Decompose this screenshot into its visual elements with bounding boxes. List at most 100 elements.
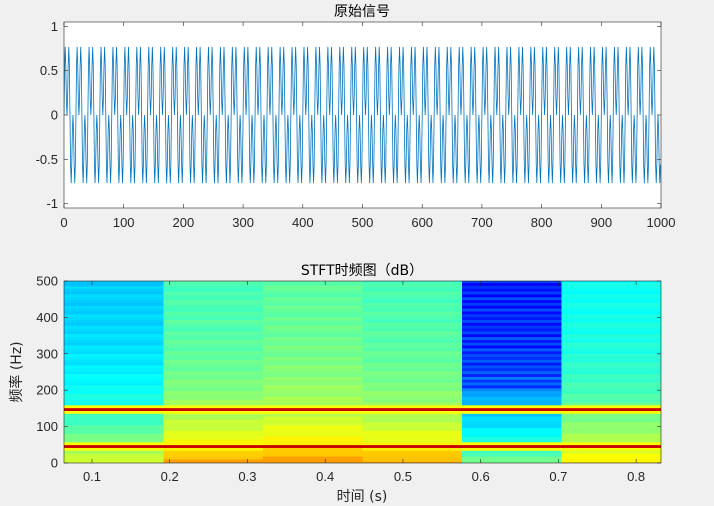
heatmap-cell (263, 453, 364, 457)
subplot-original-signal: 0 100 200 300 400 500 600 700 800 900 1000 1 0.5 0 -0.… (36, 4, 676, 230)
heatmap-cell (462, 416, 563, 420)
heatmap-cell (263, 333, 364, 338)
heatmap-cell (462, 319, 563, 323)
heatmap-cell (362, 319, 463, 323)
heatmap-cell (462, 450, 563, 454)
heatmap-cell (64, 438, 165, 443)
heatmap-cell (263, 376, 364, 380)
heatmap-cell (362, 359, 463, 363)
heatmap-cell (64, 390, 165, 394)
heatmap-cell (163, 296, 264, 301)
heatmap-cell (362, 282, 463, 286)
heatmap-cell (362, 288, 463, 292)
heatmap-cell (263, 427, 364, 431)
heatmap-cell (64, 282, 165, 286)
heatmap-cell (362, 370, 463, 375)
x-tick-label: 0.7 (549, 469, 567, 484)
heatmap-cell (462, 396, 563, 400)
heatmap-cell (64, 310, 165, 315)
x-tick-label: 0 (60, 215, 67, 230)
heatmap-cell (263, 373, 364, 377)
heatmap-cell (64, 339, 165, 343)
heatmap-cell (561, 381, 661, 386)
heatmap-cell (362, 450, 463, 454)
heatmap-cell (163, 461, 264, 463)
heatmap-cell (263, 288, 364, 292)
heatmap-cell (561, 461, 661, 463)
heatmap-cell (263, 285, 364, 289)
heatmap-cell (163, 458, 264, 463)
y-tick-label: 300 (36, 346, 58, 361)
y-tick-label: 1 (51, 19, 58, 34)
heatmap-cell (64, 322, 165, 326)
heatmap-cell (561, 418, 661, 423)
heatmap-cell (163, 410, 264, 414)
x-axis-label-2: 时间 (s) (337, 489, 388, 505)
heatmap-cell (163, 281, 264, 284)
x-tick-label: 700 (471, 215, 493, 230)
heatmap-cell (263, 421, 364, 426)
heatmap-cell (263, 313, 364, 318)
heatmap-cell (263, 381, 364, 386)
heatmap-cell (561, 356, 661, 360)
heatmap-cell (163, 339, 264, 343)
heatmap-cell (64, 336, 165, 340)
heatmap-cell (362, 453, 463, 457)
heatmap-cell (561, 367, 661, 372)
heatmap-cell (362, 362, 463, 366)
heatmap-cell (362, 285, 463, 289)
heatmap-cell (263, 316, 364, 320)
heatmap-cell (64, 387, 165, 392)
heatmap-cell (561, 435, 661, 440)
heatmap-cell (561, 441, 661, 446)
heatmap-cell (64, 379, 165, 383)
heatmap-cell (462, 435, 563, 440)
heatmap-cell (561, 316, 661, 320)
heatmap-cell (561, 299, 661, 303)
heatmap-cell (561, 393, 661, 397)
heatmap-cell (263, 327, 364, 332)
heatmap-cell (64, 353, 165, 357)
heatmap-cell (163, 399, 264, 403)
heatmap-cell (362, 296, 463, 301)
heatmap-cell (64, 455, 165, 460)
heatmap-cell (64, 418, 165, 423)
heatmap-cell (263, 458, 364, 463)
heatmap-cell (163, 384, 264, 389)
x-tick-label: 0.4 (316, 469, 334, 484)
heatmap-cell (462, 433, 563, 437)
heatmap-cell (362, 447, 463, 451)
y-tick-label: 500 (36, 274, 58, 289)
heatmap-cell (362, 435, 463, 440)
heatmap-cell (561, 362, 661, 366)
heatmap-cell (64, 325, 165, 329)
heatmap-cell (462, 364, 563, 369)
heatmap-cell (163, 282, 264, 286)
heatmap-cell (163, 347, 264, 352)
heatmap-cell (561, 313, 661, 318)
heatmap-cell (462, 438, 563, 443)
heatmap-cell (561, 407, 661, 411)
heatmap-cell (462, 316, 563, 320)
heatmap-cell (163, 362, 264, 366)
heatmap-cell (64, 290, 165, 295)
heatmap-cell (462, 290, 563, 295)
heatmap-cell (163, 319, 264, 323)
heatmap-cell (462, 333, 563, 338)
heatmap-cell (64, 362, 165, 366)
heatmap-cell (263, 359, 364, 363)
heatmap-cell (163, 396, 264, 400)
heatmap-cell (163, 407, 264, 411)
heatmap-cell (263, 330, 364, 335)
heatmap-cell (362, 438, 463, 443)
heatmap-cell (163, 404, 264, 409)
heatmap-cell (263, 433, 364, 437)
heatmap-cell (362, 421, 463, 426)
heatmap-cell (362, 441, 463, 446)
heatmap-cell (64, 381, 165, 386)
heatmap-cell (64, 356, 165, 360)
heatmap-cell (462, 347, 563, 352)
heatmap-cell (462, 296, 563, 301)
heatmap-cell (163, 353, 264, 357)
heatmap-cell (163, 401, 264, 406)
